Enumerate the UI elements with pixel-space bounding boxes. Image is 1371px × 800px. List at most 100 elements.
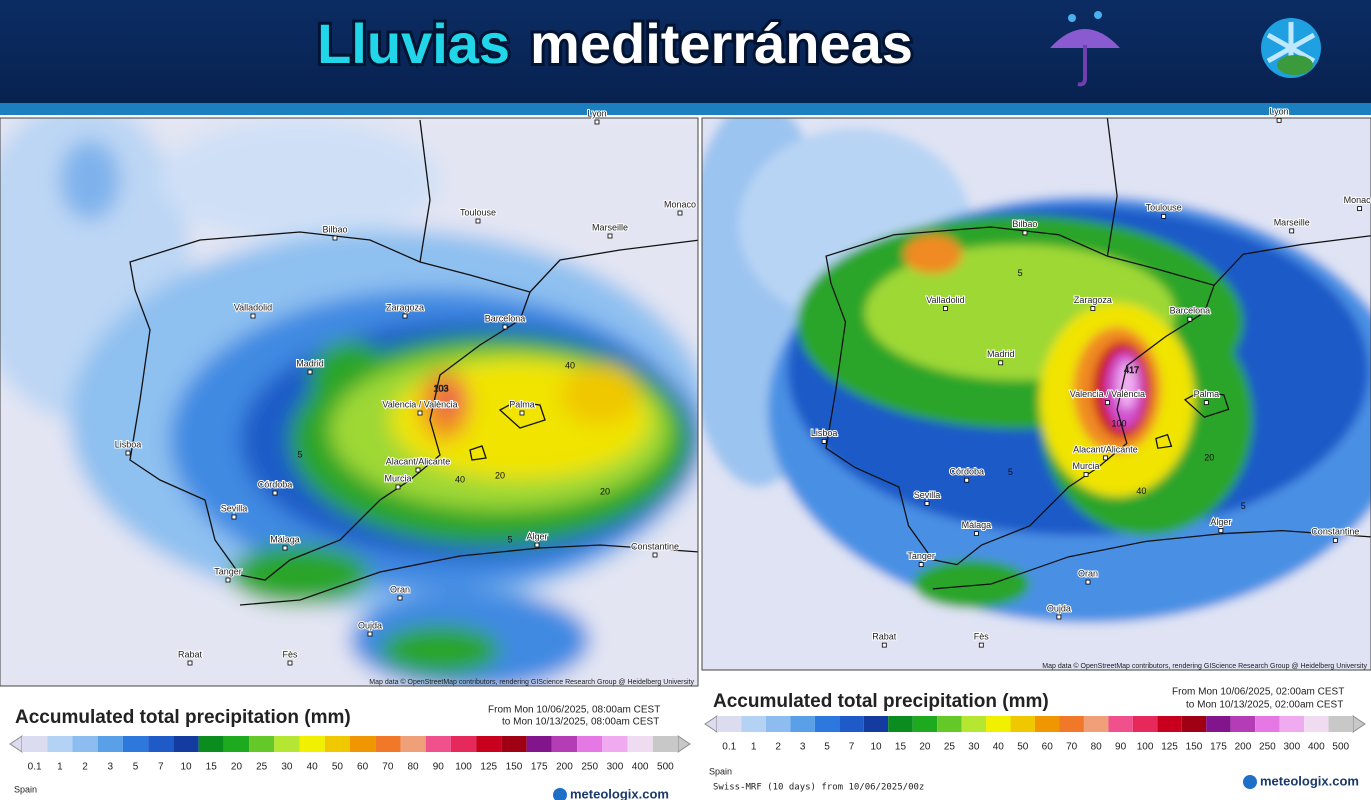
legend-tick-label: 0.1 xyxy=(28,762,42,773)
legend-tick-label: 60 xyxy=(357,762,369,773)
legend-swatch xyxy=(577,736,603,752)
city-label: Zaragoza xyxy=(1074,295,1112,305)
city-label: Valencia / València xyxy=(382,399,457,409)
city-label: Barcelona xyxy=(485,313,526,323)
legend-swatch xyxy=(450,736,477,752)
legend-swatch xyxy=(173,736,199,752)
legend-tick-label: 3 xyxy=(800,742,806,753)
legend-tick-label: 1 xyxy=(751,742,757,753)
model-label: Swiss-MRF (10 days) from 10/06/2025/00z xyxy=(713,783,924,793)
city-label: Bilbao xyxy=(322,224,347,234)
city-dot xyxy=(1090,306,1096,311)
map-attribution: Map data © OpenStreetMap contributors, r… xyxy=(369,678,694,686)
brand-icon xyxy=(553,788,567,800)
legend-swatch xyxy=(97,736,123,752)
legend-tick-label: 60 xyxy=(1042,742,1054,753)
legend-tick-label: 150 xyxy=(506,762,523,773)
legend-tick-label: 90 xyxy=(1115,742,1127,753)
city-dot xyxy=(402,313,408,319)
city-dot xyxy=(534,542,540,548)
city-dot xyxy=(417,410,423,416)
header-stripe xyxy=(0,103,1371,115)
city-label: Fès xyxy=(974,631,990,641)
legend-swatch xyxy=(148,736,174,752)
contour-label: 100 xyxy=(1112,418,1127,428)
city-label: Tanger xyxy=(214,566,242,576)
legend-swatch xyxy=(602,736,628,752)
city-label: Alacant/Alicante xyxy=(386,456,451,466)
city-dot xyxy=(187,660,193,666)
legend-swatch xyxy=(72,736,98,752)
city-label: Fès xyxy=(282,649,298,659)
city-label: Lyon xyxy=(1269,107,1288,117)
legend-swatch xyxy=(1035,716,1060,732)
city-label: Constantine xyxy=(631,541,679,551)
legend-swatch xyxy=(400,736,426,752)
legend-arrow xyxy=(704,715,718,733)
city-dot xyxy=(594,119,600,125)
city-label: Sevilla xyxy=(914,490,941,500)
legend-tick-label: 150 xyxy=(1186,742,1203,753)
legend-swatch xyxy=(790,716,815,732)
legend-tick-label: 300 xyxy=(1284,742,1301,753)
city-label: Oran xyxy=(390,584,410,594)
legend-tick-label: 7 xyxy=(158,762,164,773)
legend-arrow xyxy=(9,735,23,753)
legend-to: to Mon 10/13/2025, 02:00am CEST xyxy=(1186,700,1343,711)
legend-tick-label: 20 xyxy=(919,742,931,753)
legend-tick-label: 125 xyxy=(480,762,497,773)
legend-arrow xyxy=(677,735,691,753)
legend-swatch xyxy=(350,736,376,752)
contour-label: 417 xyxy=(1124,365,1139,375)
header-title: Lluvias mediterráneas xyxy=(317,12,913,75)
legend-swatch xyxy=(839,716,864,732)
city-dot xyxy=(1083,471,1089,477)
city-label: Málaga xyxy=(270,534,300,544)
city-label: Murcia xyxy=(384,473,411,483)
region-label: Spain xyxy=(709,766,732,776)
city-label: Marseille xyxy=(592,222,628,232)
legend-tick-label: 175 xyxy=(1210,742,1227,753)
city-dot xyxy=(1022,230,1028,236)
legend-tick-label: 400 xyxy=(632,762,649,773)
legend-tick-label: 70 xyxy=(382,762,394,773)
city-label: Lyon xyxy=(587,108,606,118)
legend-tick-label: 15 xyxy=(206,762,218,773)
legend-swatch xyxy=(912,716,938,732)
city-dot xyxy=(282,545,288,551)
legend-tick-label: 25 xyxy=(944,742,956,753)
legend-tick-label: 25 xyxy=(256,762,268,773)
city-dot xyxy=(125,450,131,456)
city-label: Córdoba xyxy=(949,467,984,477)
legend-tick-label: 500 xyxy=(657,762,674,773)
legend-swatch xyxy=(986,716,1011,732)
legend-swatch xyxy=(652,736,678,752)
city-label: Madrid xyxy=(296,358,324,368)
city-label: Constantine xyxy=(1311,527,1359,537)
legend-tick-label: 80 xyxy=(408,762,420,773)
legend-tick-label: 30 xyxy=(968,742,980,753)
city-label: Monaco xyxy=(1344,195,1371,205)
city-dot xyxy=(918,562,924,567)
city-dot xyxy=(943,306,948,311)
legend-swatch xyxy=(501,736,527,752)
map-frame xyxy=(0,117,699,687)
city-dot xyxy=(1103,455,1108,461)
legend-tick-label: 80 xyxy=(1091,742,1103,753)
city-label: Toulouse xyxy=(460,207,496,217)
legend-swatch xyxy=(741,716,766,732)
legend-tick-label: 400 xyxy=(1308,742,1325,753)
legend-swatch xyxy=(765,716,791,732)
city-label: Bilbao xyxy=(1012,219,1037,229)
city-label: Toulouse xyxy=(1146,203,1182,213)
legend-swatch xyxy=(1083,716,1109,732)
legend-swatch xyxy=(863,716,889,732)
legend-swatch xyxy=(627,736,653,752)
legend-tick-label: 500 xyxy=(1332,742,1349,753)
legend-tick-label: 50 xyxy=(332,762,344,773)
city-dot xyxy=(1289,228,1295,234)
city-dot xyxy=(1187,316,1193,322)
legend-tick-label: 20 xyxy=(231,762,243,773)
city-dot xyxy=(250,313,256,319)
legend-tick-label: 70 xyxy=(1066,742,1078,753)
